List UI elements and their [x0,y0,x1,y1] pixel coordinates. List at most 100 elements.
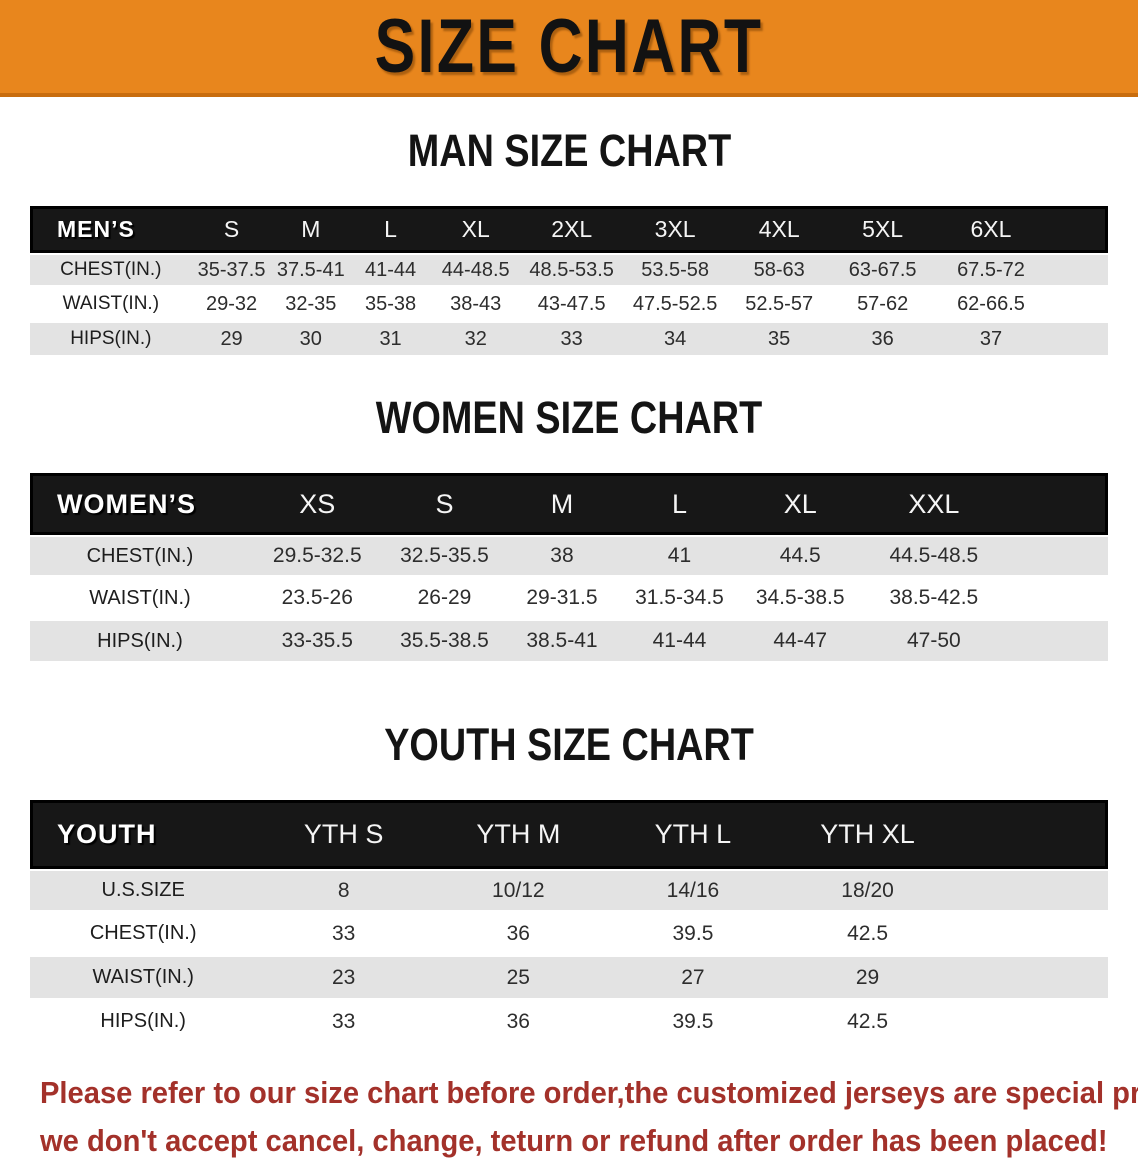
size-table-womens: WOMEN’S XS S M L XL XXL CHEST(IN.) 29.5-32.5 32.5… [30,473,1108,664]
size-value: 38.5-42.5 [861,578,1007,621]
size-value: 36 [431,913,606,957]
column-header: 6XL [934,206,1048,253]
size-value: 35-38 [350,288,431,323]
size-value: 23.5-26 [249,578,385,621]
size-value: 29 [780,957,955,1001]
table-row: HIPS(IN.) 29 30 31 32 33 34 35 36 37 [30,323,1108,358]
section-title-text: MAN SIZE CHART [407,125,731,176]
size-value: 58-63 [727,253,831,288]
row-label: CHEST(IN.) [30,253,192,288]
size-value: 34 [622,323,728,358]
size-value: 33 [256,1001,431,1045]
size-value: 34.5-38.5 [739,578,862,621]
sections: MAN SIZE CHART MEN’S S M L XL 2XL 3XL 4XL 5XL 6XL C… [0,125,1138,1045]
table-row: HIPS(IN.) 33-35.5 35.5-38.5 38.5-41 41-44 44-… [30,621,1108,664]
section-title-text: YOUTH SIZE CHART [384,719,754,770]
size-value: 47.5-52.5 [622,288,728,323]
size-value: 44.5 [739,535,862,578]
row-spacer [1006,578,1108,621]
size-table-youth: YOUTH YTH S YTH M YTH L YTH XL U.S.SIZE 8 10/12… [30,800,1108,1045]
column-header: M [504,473,620,535]
size-value: 23 [256,957,431,1001]
header-spacer [1047,206,1108,253]
column-header: L [619,473,740,535]
row-spacer [954,957,1108,1001]
disclaimer-line-2: we don't accept cancel, change, teturn o… [40,1123,1108,1158]
size-value: 36 [830,323,935,358]
header-spacer [1006,473,1108,535]
banner: SIZE CHART [0,0,1138,97]
size-value: 10/12 [431,869,606,913]
row-label: HIPS(IN.) [30,323,192,358]
size-value: 29 [191,323,272,358]
header-row: MEN’S S M L XL 2XL 3XL 4XL 5XL 6XL [30,206,1108,253]
column-header: XS [249,473,385,535]
header-row: WOMEN’S XS S M L XL XXL [30,473,1108,535]
size-value: 48.5-53.5 [520,253,623,288]
size-value: 26-29 [384,578,505,621]
size-value: 32.5-35.5 [384,535,505,578]
size-value: 31.5-34.5 [619,578,740,621]
table-row: WAIST(IN.) 23.5-26 26-29 29-31.5 31.5-34.5 34… [30,578,1108,621]
size-value: 37.5-41 [271,253,351,288]
row-label: CHEST(IN.) [30,535,250,578]
row-spacer [954,869,1108,913]
size-value: 29-32 [191,288,272,323]
column-header: YTH M [431,800,606,869]
section-title-youth: YOUTH SIZE CHART [0,719,1138,779]
table-row: WAIST(IN.) 29-32 32-35 35-38 38-43 43-47.5 47.… [30,288,1108,323]
row-label: U.S.SIZE [30,869,257,913]
size-value: 41 [619,535,740,578]
size-value: 29.5-32.5 [249,535,385,578]
size-value: 36 [431,1001,606,1045]
row-label: HIPS(IN.) [30,1001,257,1045]
size-value: 29-31.5 [504,578,620,621]
size-value: 8 [256,869,431,913]
size-value: 52.5-57 [727,288,831,323]
size-value: 47-50 [861,621,1007,664]
size-value: 38-43 [430,288,521,323]
table-row: WAIST(IN.) 23 25 27 29 [30,957,1108,1001]
column-header: S [191,206,272,253]
column-header: M [271,206,351,253]
table-row: U.S.SIZE 8 10/12 14/16 18/20 [30,869,1108,913]
size-table-mens: MEN’S S M L XL 2XL 3XL 4XL 5XL 6XL CHEST(IN.) 35-37… [30,206,1108,358]
size-chart-womens: WOMEN SIZE CHART WOMEN’S XS S M L XL XXL CHEST(I… [0,392,1138,664]
size-value: 32-35 [271,288,351,323]
size-value: 63-67.5 [830,253,935,288]
section-title-mens: MAN SIZE CHART [0,125,1138,185]
row-spacer [1047,288,1108,323]
size-value: 39.5 [605,913,781,957]
size-value: 30 [271,323,351,358]
size-value: 39.5 [605,1001,781,1045]
size-value: 57-62 [830,288,935,323]
column-header: 3XL [622,206,728,253]
row-label: HIPS(IN.) [30,621,250,664]
size-value: 18/20 [780,869,955,913]
size-value: 38.5-41 [504,621,620,664]
size-value: 33-35.5 [249,621,385,664]
size-value: 37 [934,323,1048,358]
size-value: 41-44 [350,253,431,288]
size-value: 41-44 [619,621,740,664]
size-value: 25 [431,957,606,1001]
row-spacer [1006,535,1108,578]
size-value: 33 [256,913,431,957]
section-title-text: WOMEN SIZE CHART [375,392,763,443]
table-row: CHEST(IN.) 35-37.5 37.5-41 41-44 44-48.5 48.5… [30,253,1108,288]
column-header: 4XL [727,206,831,253]
column-header: 5XL [830,206,935,253]
size-value: 14/16 [605,869,781,913]
banner-title: SIZE CHART [374,3,764,89]
table-title-youth: YOUTH [30,800,257,869]
column-header: XL [430,206,521,253]
size-value: 42.5 [780,913,955,957]
column-header: YTH XL [780,800,955,869]
size-chart-youth: YOUTH SIZE CHART YOUTH YTH S YTH M YTH L YTH … [0,719,1138,1045]
size-value: 67.5-72 [934,253,1048,288]
size-chart-mens: MAN SIZE CHART MEN’S S M L XL 2XL 3XL 4XL 5XL 6XL C… [0,125,1138,358]
row-label: CHEST(IN.) [30,913,257,957]
table-row: CHEST(IN.) 29.5-32.5 32.5-35.5 38 41 44.5 44.5… [30,535,1108,578]
size-value: 35-37.5 [191,253,272,288]
size-value: 43-47.5 [520,288,623,323]
